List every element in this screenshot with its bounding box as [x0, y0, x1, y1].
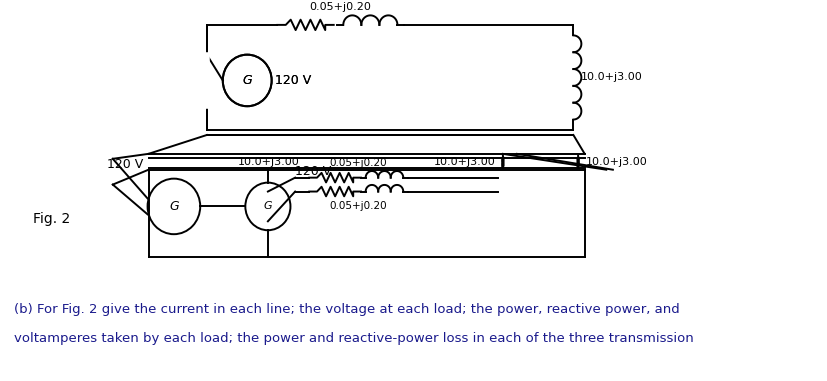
Text: Fig. 2: Fig. 2	[33, 212, 70, 226]
Text: G: G	[242, 74, 251, 87]
Text: 120 V: 120 V	[294, 165, 331, 178]
Text: 0.05+j0.20: 0.05+j0.20	[329, 158, 387, 168]
Text: 120 V: 120 V	[275, 74, 311, 87]
Text: 0.05+j0.20: 0.05+j0.20	[329, 202, 387, 211]
Text: 120 V: 120 V	[275, 74, 311, 87]
Text: 120 V: 120 V	[107, 158, 143, 171]
Text: G: G	[242, 74, 251, 87]
Text: G: G	[169, 200, 179, 213]
Text: 0.05+j0.20: 0.05+j0.20	[309, 2, 370, 12]
Text: 10.0+j3.00: 10.0+j3.00	[581, 72, 642, 82]
Text: voltamperes taken by each load; the power and reactive-power loss in each of the: voltamperes taken by each load; the powe…	[14, 332, 693, 346]
Text: G: G	[263, 202, 272, 211]
Text: 10.0+j3.00: 10.0+j3.00	[433, 157, 495, 167]
Text: 10.0+j3.00: 10.0+j3.00	[238, 157, 299, 167]
Text: (b) For Fig. 2 give the current in each line; the voltage at each load; the powe: (b) For Fig. 2 give the current in each …	[14, 303, 679, 315]
Text: 10.0+j3.00: 10.0+j3.00	[585, 157, 647, 167]
